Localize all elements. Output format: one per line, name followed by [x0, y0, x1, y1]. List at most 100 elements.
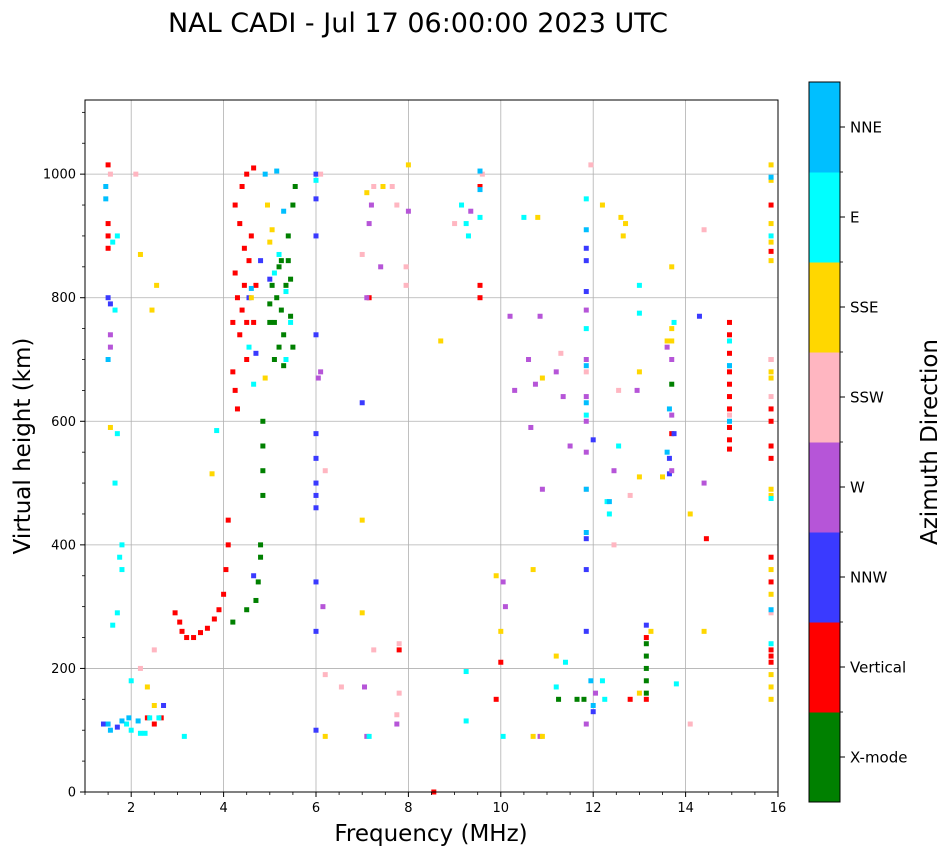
data-point	[583, 258, 589, 264]
data-point	[768, 647, 774, 653]
data-point	[528, 424, 534, 430]
data-point	[583, 400, 589, 406]
data-point	[493, 573, 499, 579]
data-point	[768, 567, 774, 573]
data-point	[583, 567, 589, 573]
data-point	[288, 313, 294, 319]
data-point	[285, 258, 291, 264]
data-point	[107, 332, 113, 338]
data-point	[100, 721, 106, 727]
series-w	[107, 202, 707, 739]
data-point	[281, 363, 287, 369]
data-point	[320, 604, 326, 610]
data-point	[636, 690, 642, 696]
data-point	[378, 264, 384, 270]
data-point	[251, 381, 257, 387]
data-point	[260, 443, 266, 449]
data-point	[768, 174, 774, 180]
data-point	[128, 727, 134, 733]
data-point	[583, 418, 589, 424]
data-point	[371, 184, 377, 189]
data-point	[581, 696, 587, 702]
data-point	[500, 579, 506, 585]
data-point	[664, 338, 670, 344]
data-point	[288, 319, 294, 325]
data-point	[602, 696, 608, 702]
data-point	[394, 202, 400, 208]
data-point	[468, 208, 474, 214]
data-point	[768, 496, 774, 502]
data-point	[403, 264, 409, 270]
data-point	[664, 344, 670, 350]
data-point	[669, 412, 675, 418]
data-point	[623, 221, 629, 227]
data-point	[359, 610, 365, 616]
data-point	[583, 196, 589, 202]
data-point	[687, 511, 693, 517]
data-point	[590, 703, 596, 708]
data-point	[394, 712, 400, 718]
y-tick-label: 200	[51, 662, 76, 677]
data-point	[246, 258, 252, 264]
data-point	[768, 579, 774, 585]
data-point	[359, 251, 365, 257]
data-point	[267, 301, 273, 307]
data-point	[627, 696, 633, 702]
data-point	[583, 412, 589, 418]
data-point	[322, 468, 328, 474]
data-point	[459, 202, 465, 208]
colorbar-label: Azimuth Direction	[917, 339, 943, 545]
data-point	[322, 733, 328, 739]
data-point	[403, 282, 409, 288]
data-point	[258, 542, 264, 548]
data-point	[288, 276, 294, 282]
data-point	[239, 184, 245, 189]
data-point	[133, 171, 139, 177]
data-point	[583, 486, 589, 492]
data-point	[643, 622, 649, 628]
data-point	[553, 653, 559, 659]
data-point	[244, 171, 250, 177]
data-point	[599, 202, 605, 208]
data-point	[142, 730, 148, 736]
data-point	[232, 387, 238, 393]
data-point	[267, 319, 273, 325]
data-point	[313, 332, 319, 338]
data-point	[726, 406, 732, 412]
x-tick-label: 12	[585, 801, 602, 816]
data-point	[313, 177, 319, 183]
data-point	[107, 727, 113, 733]
x-tick-label: 14	[677, 801, 694, 816]
data-point	[666, 455, 672, 461]
data-point	[599, 678, 605, 684]
data-point	[530, 733, 536, 739]
y-tick-label: 600	[51, 415, 76, 430]
data-point	[726, 418, 732, 424]
data-point	[223, 567, 229, 573]
data-point	[181, 733, 187, 739]
data-point	[119, 718, 125, 724]
data-point	[611, 542, 617, 548]
data-point	[477, 295, 483, 301]
data-point	[105, 221, 111, 227]
data-point	[251, 319, 257, 325]
data-point	[151, 721, 157, 727]
data-point	[366, 733, 372, 739]
data-point	[380, 184, 386, 189]
data-point	[405, 162, 411, 168]
data-point	[479, 171, 485, 177]
x-tick-label: 10	[493, 801, 510, 816]
data-point	[768, 369, 774, 375]
data-point	[262, 375, 268, 381]
data-point	[669, 357, 675, 362]
y-tick-label: 1000	[43, 168, 76, 183]
data-point	[364, 295, 370, 301]
data-point	[553, 369, 559, 375]
y-tick-label: 400	[51, 538, 76, 553]
data-point	[151, 703, 157, 708]
data-point	[636, 282, 642, 288]
data-point	[313, 171, 319, 177]
data-point	[359, 400, 365, 406]
data-point	[251, 573, 257, 579]
